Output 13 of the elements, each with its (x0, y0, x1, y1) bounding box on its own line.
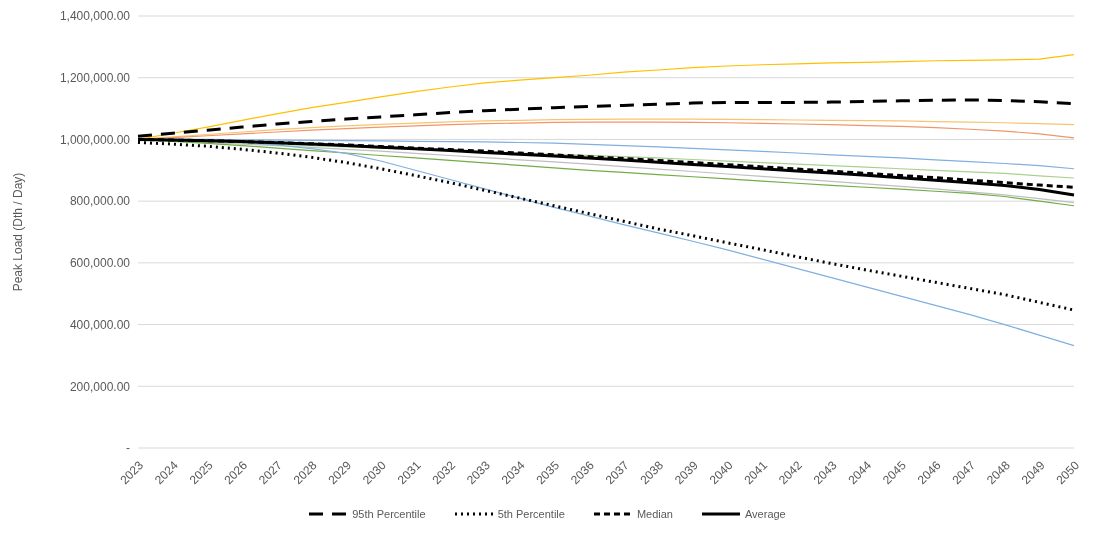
y-tick-label: 1,200,000.00 (59, 70, 131, 85)
y-tick-label: 1,000,000.00 (59, 132, 131, 147)
y-tick-label: 800,000.00 (69, 194, 131, 209)
legend-label: Median (636, 508, 673, 520)
y-tick-label: 600,000.00 (69, 256, 131, 271)
y-tick-label: - (126, 441, 130, 456)
y-tick-label: 400,000.00 (69, 317, 131, 332)
y-tick-label: 200,000.00 (69, 379, 131, 394)
legend-label: 95th Percentile (352, 508, 426, 520)
y-tick-label: 1,400,000.00 (59, 9, 131, 24)
legend-label: Average (744, 508, 786, 520)
legend-label: 5th Percentile (497, 508, 565, 520)
y-axis-title: Peak Load (Dth / Day) (11, 172, 26, 292)
